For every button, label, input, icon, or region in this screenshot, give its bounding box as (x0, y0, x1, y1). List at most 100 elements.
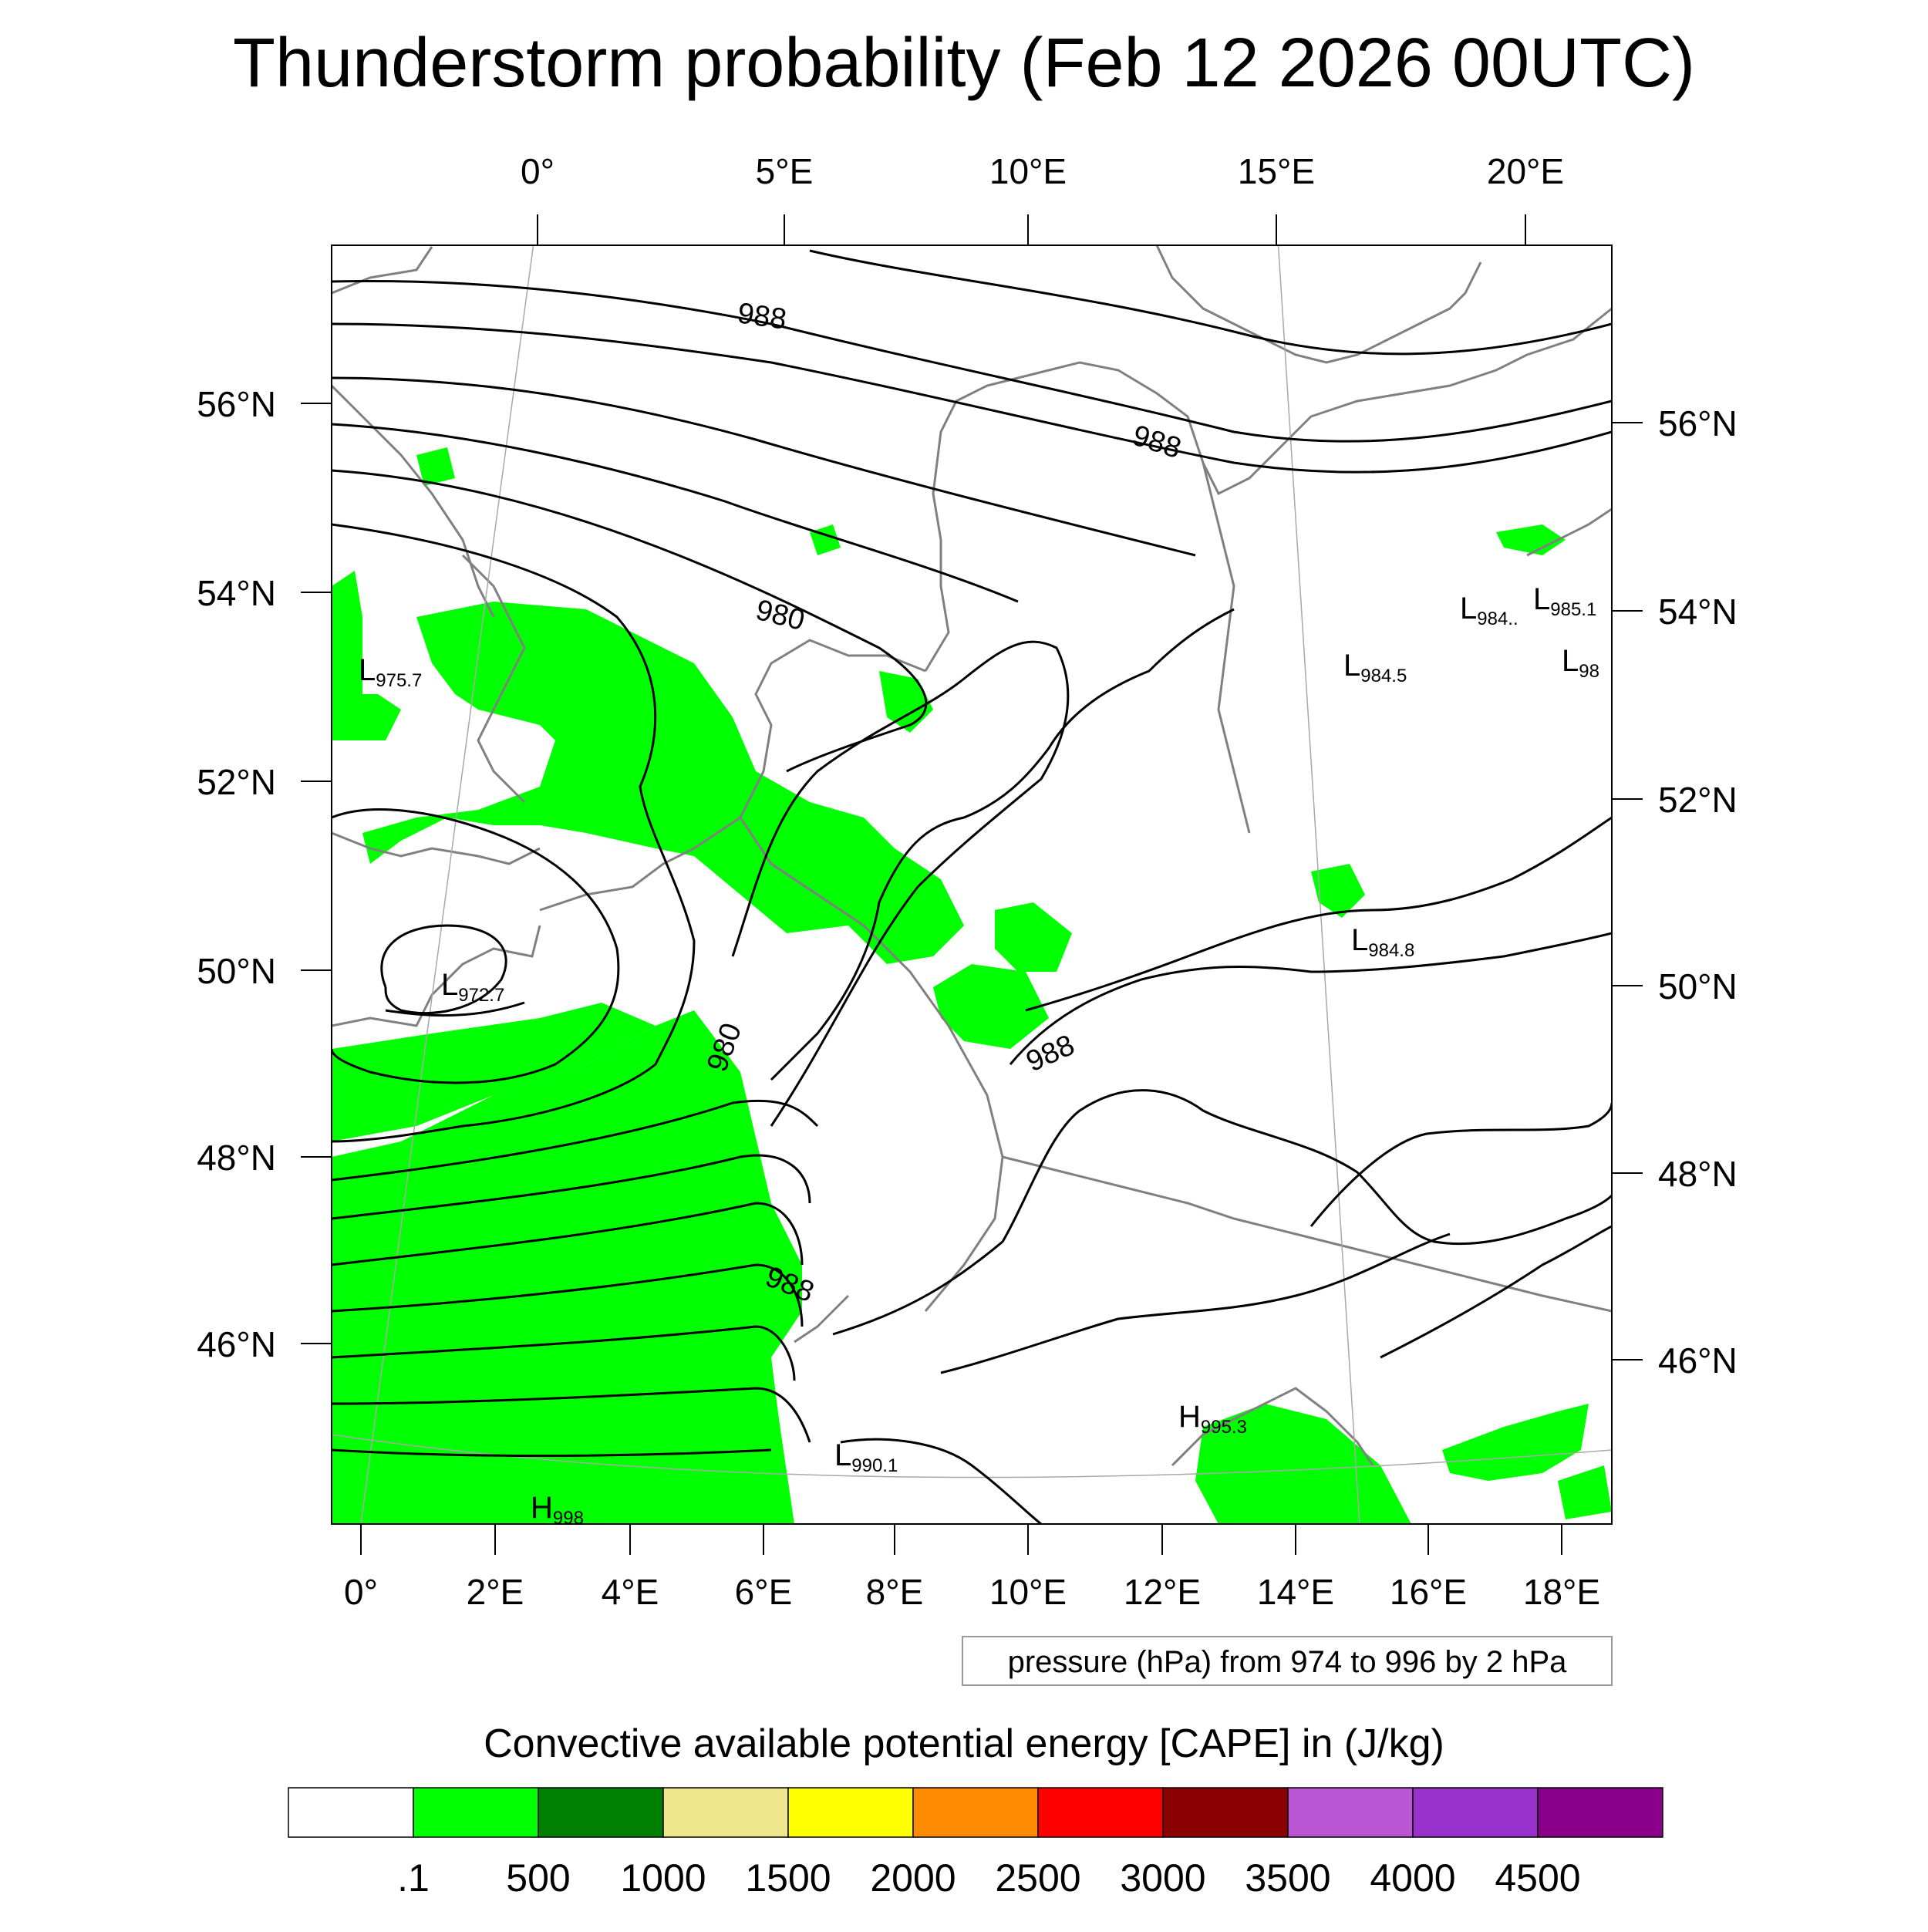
colorbar-tick-label: 1000 (620, 1856, 706, 1900)
bottom-lon-label: 4°E (602, 1572, 659, 1612)
top-lon-label: 10°E (989, 151, 1067, 191)
tick-right (1612, 422, 1643, 1360)
top-longitude-labels: 0° 5°E 10°E 15°E 20°E (521, 151, 1564, 191)
right-lat-label: 46°N (1658, 1340, 1738, 1381)
pressure-value: 985.1 (1550, 599, 1596, 620)
cape-region-germany-south (933, 964, 1049, 1049)
coast-england-east (461, 554, 526, 804)
colorbar-tick-label: 3500 (1245, 1856, 1330, 1900)
cape-legend: Convective available potential energy [C… (288, 1721, 1663, 1900)
right-lat-label: 56°N (1658, 403, 1738, 443)
coast-netherlands (739, 639, 926, 818)
isobar (770, 608, 1235, 1081)
colorbar-tick-label: .1 (397, 1856, 430, 1900)
right-lat-label: 54°N (1658, 592, 1738, 632)
cape-region-med (1558, 1465, 1612, 1519)
isobar (332, 523, 696, 1143)
bottom-lon-label: 2°E (467, 1572, 524, 1612)
isobar-label: 988 (736, 297, 789, 335)
colorbar-box (1412, 1787, 1539, 1838)
colorbar-tick-label: 4000 (1370, 1856, 1455, 1900)
colorbar-tick-label: 2000 (870, 1856, 956, 1900)
isobar (332, 322, 1612, 474)
colorbar-box (288, 1787, 414, 1838)
coast-adriatic (1171, 1387, 1374, 1467)
bottom-lon-label: 0° (344, 1572, 378, 1612)
left-lat-label: 50°N (197, 951, 276, 991)
cape-region-baltic (1496, 524, 1566, 555)
colorbar-box (912, 1787, 1039, 1838)
isobar (332, 279, 1612, 443)
coast-england-south (332, 831, 541, 865)
border-inland-1 (739, 817, 1004, 1312)
chart-title: Thunderstorm probability (Feb 12 2026 00… (233, 25, 1695, 102)
map-frame (331, 244, 1613, 1525)
contour-info-text: pressure (hPa) from 974 to 996 by 2 hPa (1008, 1645, 1568, 1679)
top-lon-label: 20°E (1487, 151, 1564, 191)
colorbar-box (1037, 1787, 1164, 1838)
right-lat-label: 48°N (1658, 1154, 1738, 1194)
isobar (332, 1099, 819, 1182)
isobar (940, 1232, 1451, 1374)
pressure-value: 984.. (1477, 609, 1518, 629)
bottom-lon-label: 18°E (1523, 1572, 1600, 1612)
pressure-value: 984.5 (1360, 666, 1407, 686)
isobar (380, 924, 507, 1015)
colorbar-box (1537, 1787, 1663, 1838)
isobar (1009, 932, 1612, 1065)
isobar (332, 1263, 804, 1327)
isobar (332, 1387, 811, 1443)
bottom-lon-label: 12°E (1124, 1572, 1201, 1612)
colorbar-box (787, 1787, 914, 1838)
colorbar-box (1162, 1787, 1289, 1838)
colorbar-box (413, 1787, 539, 1838)
top-lon-label: 15°E (1238, 151, 1315, 191)
left-lat-label: 56°N (197, 384, 276, 424)
cape-region-poland (1311, 864, 1365, 918)
left-latitude-labels: 56°N 54°N 52°N 50°N 48°N 46°N (197, 384, 276, 1364)
isobar (731, 640, 1070, 1127)
isobar (832, 1089, 1612, 1336)
cape-region-czech (995, 902, 1072, 972)
coast-scotland (332, 246, 495, 618)
coast-ligurian (794, 1294, 850, 1344)
coastlines (332, 245, 1612, 1467)
bottom-lon-label: 8°E (866, 1572, 924, 1612)
isobar (332, 1154, 811, 1220)
coast-sweden (1155, 245, 1482, 364)
coast-france-west (332, 925, 541, 1027)
colorbar-tick-label: 3000 (1120, 1856, 1205, 1900)
colorbar-tick-label: 1500 (745, 1856, 831, 1900)
cape-fill-regions (332, 447, 1612, 1524)
map-ticks (301, 214, 1643, 1555)
isobar (332, 1448, 772, 1457)
pressure-value: 975.7 (376, 670, 422, 691)
cape-region-balkans (1442, 1404, 1589, 1481)
legend-title: Convective available potential energy [C… (484, 1721, 1444, 1766)
right-lat-label: 52°N (1658, 780, 1738, 820)
isobar (332, 1325, 796, 1381)
contour-info-frame (962, 1636, 1613, 1686)
isobar (332, 469, 928, 773)
pressure-value: 998 (553, 1508, 584, 1529)
graticule-line (1277, 245, 1360, 1524)
tick-top (537, 214, 1526, 245)
graticule-line (360, 245, 534, 1524)
tick-bottom (360, 1524, 1562, 1555)
isobar (809, 249, 1612, 356)
left-lat-label: 48°N (197, 1138, 276, 1178)
coast-baltic-states (1526, 507, 1612, 557)
bottom-longitude-labels: 0° 2°E 4°E 6°E 8°E 10°E 12°E 14°E 16°E 1… (344, 1572, 1600, 1612)
isobar (332, 423, 1019, 603)
colorbar-tick-label: 2500 (995, 1856, 1080, 1900)
map-panel: 988 988 980 980 988 988 L975.7 L972.7 L9… (301, 214, 1643, 1555)
isobar (332, 1202, 804, 1266)
isobar (332, 376, 1196, 557)
bottom-lon-label: 10°E (989, 1572, 1067, 1612)
right-lat-label: 50°N (1658, 966, 1738, 1006)
left-lat-label: 46°N (197, 1324, 276, 1364)
isobar (1380, 1225, 1612, 1359)
pressure-value: 984.8 (1368, 940, 1414, 961)
coast-france-north (539, 816, 741, 912)
